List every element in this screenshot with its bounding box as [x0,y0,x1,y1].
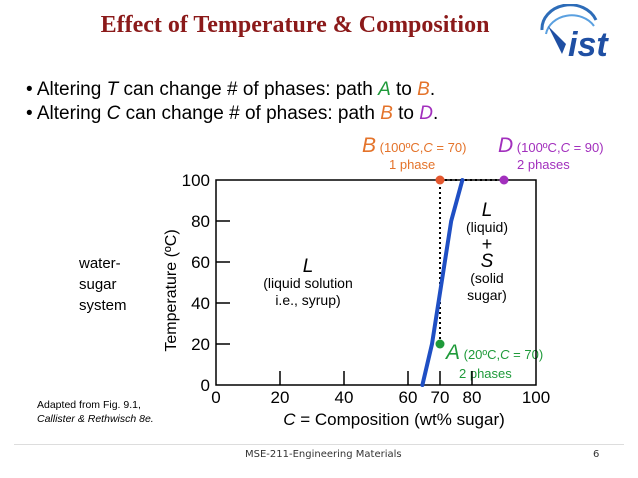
page-number: 6 [593,449,600,460]
point-d-label: D (100ºC,C = 90) [498,134,604,157]
bullet-list: • Altering T can change # of phases: pat… [26,78,438,126]
y-tick-label: 20 [191,335,210,354]
point-b-phases: 1 phase [389,157,436,172]
figure-source: Adapted from Fig. 9.1, Callister & Rethw… [37,399,154,425]
two-phase-region-label: L (liquid) + S (solid sugar) [465,200,508,303]
ist-logo: ist [540,4,609,64]
footer-divider [14,444,624,445]
y-tick-label: 80 [191,212,210,231]
point-d [499,175,509,185]
point-d-phases: 2 phases [517,157,570,172]
x-tick-label: 20 [271,388,290,407]
bullet-item-2: • Altering C can change # of phases: pat… [26,103,439,124]
x-axis-title: C = Composition (wt% sugar) [283,410,505,429]
y-tick-label: 60 [191,253,210,272]
liquid-region-label: L (liquid solution i.e., syrup) [263,256,353,308]
point-b [435,175,445,185]
bullet-item-1: • Altering T can change # of phases: pat… [26,79,436,100]
x-tick-label: 60 [399,388,418,407]
x-tick-label: 0 [211,388,220,407]
svg-text:ist: ist [568,26,609,64]
x-tick-label: 80 [463,388,482,407]
y-tick-label: 40 [191,294,210,313]
point-b-label: B (100ºC,C = 70) [362,134,467,157]
solubility-limit-curve [420,178,465,387]
system-label: water- sugar system [79,255,127,314]
footer-text: MSE-211-Engineering Materials [245,449,402,460]
slide-title: Effect of Temperature & Composition [100,12,490,38]
y-tick-label: 100 [182,171,210,190]
point-a [435,339,445,349]
y-tick-label: 0 [201,376,210,395]
plot-frame [215,179,537,386]
y-axis-title: Temperature (ºC) [163,229,180,351]
x-tick-label: 100 [522,388,550,407]
x-tick-label: 40 [335,388,354,407]
x-tick-label: 70 [431,388,450,407]
